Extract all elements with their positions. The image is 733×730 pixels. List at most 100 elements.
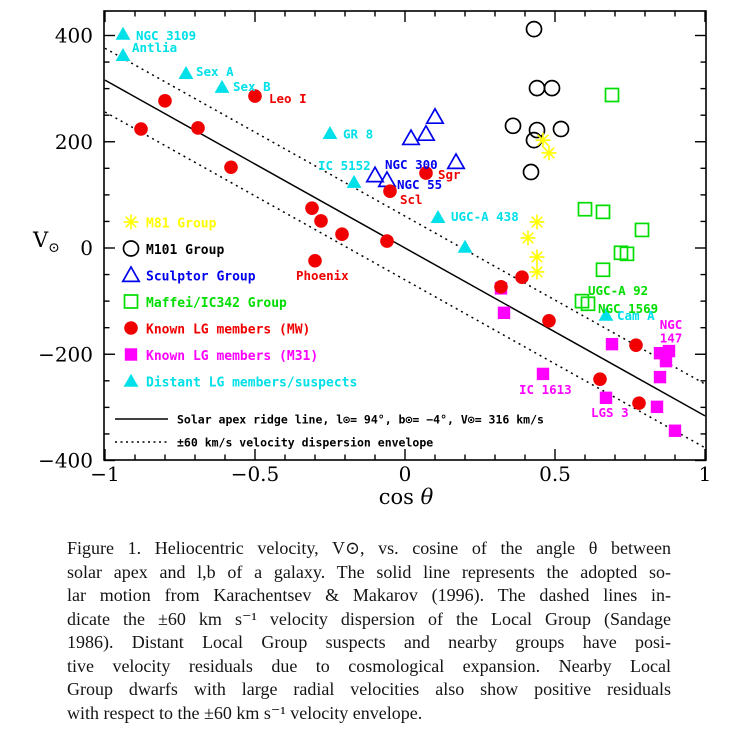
data-marker-circle [419,166,433,180]
x-tick-label: −1 [90,462,119,486]
y-tick-label: 400 [55,24,93,48]
asterisk-spoke [531,216,543,228]
point-label: LGS 3 [591,405,629,420]
x-tick-label: 0.5 [539,462,571,486]
data-marker-circle [542,313,556,328]
ridge-line [104,79,706,417]
series-known-lg-members-m31- [494,282,682,437]
point-label: NGC 300 [385,157,438,172]
point-label: Sex B [233,79,271,94]
data-marker-triangle [115,47,131,61]
point-label: Antlia [132,40,177,55]
data-marker-square-open [577,201,593,217]
data-marker-circle [593,372,607,387]
data-marker-square [599,391,613,405]
data-marker-circle-open [543,79,561,97]
point-label: Cam A [617,308,655,323]
data-marker-asterisk [529,214,545,230]
data-marker-triangle [178,66,194,80]
data-marker-circle-open [122,240,140,257]
data-marker-circle-open [528,79,546,97]
data-marker-circle [248,89,262,103]
data-marker-triangle-open [401,128,421,146]
data-marker-circle [629,338,643,353]
legend-label: Known LG members (M31) [146,349,318,364]
data-marker-circle [383,184,397,198]
data-marker-circle [124,321,138,335]
data-marker-triangle [346,174,362,188]
data-marker-triangle [214,79,230,93]
plot-border [103,10,707,461]
data-marker-asterisk [535,132,551,148]
legend-label: M101 Group [146,243,224,258]
data-marker-triangle [457,239,473,253]
axis-ticks [104,11,706,462]
point-label: UGC-A 92 [588,283,648,298]
point-label: Leo I [269,91,307,106]
series-distant-lg-members-suspects [115,26,614,321]
caption-line: solar apex and l,b of a galaxy. The soli… [67,561,671,582]
data-marker-asterisk [529,249,545,265]
data-marker-square-open [634,222,650,238]
legend-label: M81 Group [146,217,217,232]
data-marker-square-open [604,87,620,103]
data-marker-square [497,306,511,320]
point-label: Sgr [438,167,461,182]
asterisk-spoke [543,147,555,159]
data-marker-circle-open [522,163,540,181]
data-marker-triangle-open [446,152,466,170]
data-marker-square [662,344,676,358]
data-marker-square [124,348,138,361]
legend-label: Maffei/IC342 Group [146,296,287,311]
y-tick-label: −200 [38,342,93,366]
data-marker-square [536,367,550,381]
figure-caption: Figure 1. Heliocentric velocity, V⊙, vs.… [67,537,671,725]
point-label: NGC 55 [397,177,442,192]
point-label: NGC 1569 [598,301,658,316]
y-tick-label: 0 [80,236,93,260]
point-label: IC 1613 [519,382,572,397]
data-marker-circle [308,253,322,268]
legend [115,214,168,443]
y-axis-label: V⊙ [32,228,60,256]
y-tick-label: −400 [38,449,93,473]
scatter-plot: −1 −0.5 0 0.5 1 400 200 0 −200 −400 V⊙ cos θ UGC-A 9… [32,10,712,509]
envelope-line [104,47,706,385]
data-marker-circle-open [525,20,543,38]
data-marker-triangle [123,373,139,387]
data-marker-square-open [619,246,635,262]
series-m81-group [520,132,557,280]
series-known-lg-members-mw- [134,89,646,410]
data-marker-triangle [430,209,446,223]
data-marker-circle-open [504,117,522,135]
caption-line: Figure 1. Heliocentric velocity, V⊙, vs.… [67,538,671,558]
data-marker-circle [158,94,172,108]
series-maffei-ic342-group [574,87,650,312]
asterisk-spoke [125,216,137,228]
envelope-line [104,111,706,449]
data-marker-square-open [580,296,596,312]
data-marker-square [650,400,664,414]
x-tick-label: 1 [699,462,712,486]
legend-label: Distant LG members/suspects [146,376,357,391]
caption-line: dicate the ±60 km s⁻¹ velocity dispersio… [67,608,671,629]
data-marker-square [653,370,667,384]
asterisk-spoke [531,251,543,263]
point-label: Sex A [196,64,234,79]
caption-line: 1986). Distant Local Group suspects and … [67,632,671,652]
data-marker-circle-open [552,120,570,138]
data-marker-triangle-open [416,124,436,142]
data-marker-circle [134,122,148,136]
data-marker-square [668,424,682,437]
legend-label: Known LG members (MW) [146,323,310,338]
data-marker-asterisk [520,230,536,246]
data-marker-circle [380,234,394,248]
asterisk-spoke [537,134,549,147]
caption-line: Group dwarfs with large radial velocitie… [67,679,671,699]
point-label: Phoenix [296,268,349,283]
data-marker-asterisk [123,214,139,230]
data-marker-circle-open [528,121,546,139]
point-label: IC 5152 [318,158,371,173]
data-marker-triangle-open [365,165,385,183]
